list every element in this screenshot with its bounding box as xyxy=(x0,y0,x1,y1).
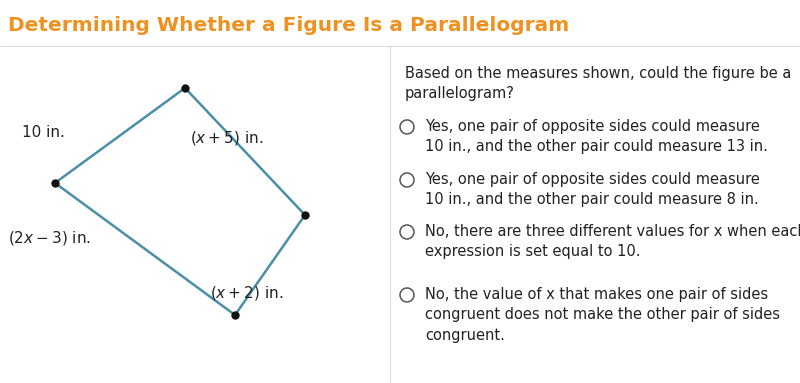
Text: $(2x-3)$ in.: $(2x-3)$ in. xyxy=(8,229,91,247)
Text: $(x+2)$ in.: $(x+2)$ in. xyxy=(210,284,283,302)
Text: Yes, one pair of opposite sides could measure
10 in., and the other pair could m: Yes, one pair of opposite sides could me… xyxy=(425,119,768,154)
Text: Based on the measures shown, could the figure be a
parallelogram?: Based on the measures shown, could the f… xyxy=(405,66,791,101)
Text: No, the value of x that makes one pair of sides
congruent does not make the othe: No, the value of x that makes one pair o… xyxy=(425,287,780,343)
Text: Yes, one pair of opposite sides could measure
10 in., and the other pair could m: Yes, one pair of opposite sides could me… xyxy=(425,172,760,207)
Text: 10 in.: 10 in. xyxy=(22,126,65,141)
Text: $(x+5)$ in.: $(x+5)$ in. xyxy=(190,129,263,147)
Text: No, there are three different values for x when each
expression is set equal to : No, there are three different values for… xyxy=(425,224,800,259)
Text: Determining Whether a Figure Is a Parallelogram: Determining Whether a Figure Is a Parall… xyxy=(8,16,570,35)
